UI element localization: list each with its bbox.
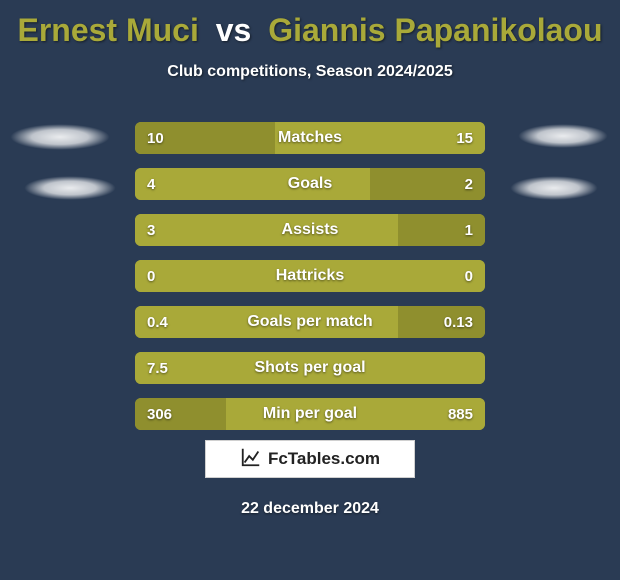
source-badge: FcTables.com xyxy=(205,440,415,478)
stats-bars-container: Matches1015Goals42Assists31Hattricks00Go… xyxy=(135,122,485,430)
chart-icon xyxy=(240,446,262,473)
stat-bar-left xyxy=(135,260,310,292)
player1-name: Ernest Muci xyxy=(17,12,198,48)
stat-bar-right xyxy=(275,122,485,154)
subtitle: Club competitions, Season 2024/2025 xyxy=(0,63,620,81)
stat-row: Assists31 xyxy=(135,214,485,246)
player1-shadow-top xyxy=(10,124,110,150)
stat-value-left: 4 xyxy=(147,168,155,200)
player2-shadow-top xyxy=(518,124,608,148)
comparison-title: Ernest Muci vs Giannis Papanikolaou xyxy=(0,0,620,49)
stat-value-left: 0.4 xyxy=(147,306,168,338)
vs-separator: vs xyxy=(216,12,252,48)
stat-row: Min per goal306885 xyxy=(135,398,485,430)
stat-value-right: 15 xyxy=(456,122,473,154)
player2-name: Giannis Papanikolaou xyxy=(268,12,602,48)
stat-row: Matches1015 xyxy=(135,122,485,154)
stat-row: Shots per goal7.5 xyxy=(135,352,485,384)
stat-bar-right xyxy=(226,398,485,430)
stat-value-right: 0 xyxy=(465,260,473,292)
source-badge-text: FcTables.com xyxy=(268,449,380,469)
stat-row: Goals42 xyxy=(135,168,485,200)
stat-value-left: 0 xyxy=(147,260,155,292)
stat-value-left: 3 xyxy=(147,214,155,246)
snapshot-date: 22 december 2024 xyxy=(0,500,620,518)
stat-value-left: 7.5 xyxy=(147,352,168,384)
stat-value-right: 0.13 xyxy=(444,306,473,338)
stat-value-left: 306 xyxy=(147,398,172,430)
stat-value-right: 885 xyxy=(448,398,473,430)
stat-row: Goals per match0.40.13 xyxy=(135,306,485,338)
stat-bar-left xyxy=(135,306,398,338)
player1-shadow-bottom xyxy=(24,176,116,200)
stat-bar-right xyxy=(310,260,485,292)
stat-value-left: 10 xyxy=(147,122,164,154)
stat-value-right: 2 xyxy=(465,168,473,200)
stat-bar-left xyxy=(135,214,398,246)
stat-row: Hattricks00 xyxy=(135,260,485,292)
player2-shadow-bottom xyxy=(510,176,598,200)
stat-bar-left xyxy=(135,352,485,384)
stat-bar-left xyxy=(135,168,370,200)
stat-value-right: 1 xyxy=(465,214,473,246)
